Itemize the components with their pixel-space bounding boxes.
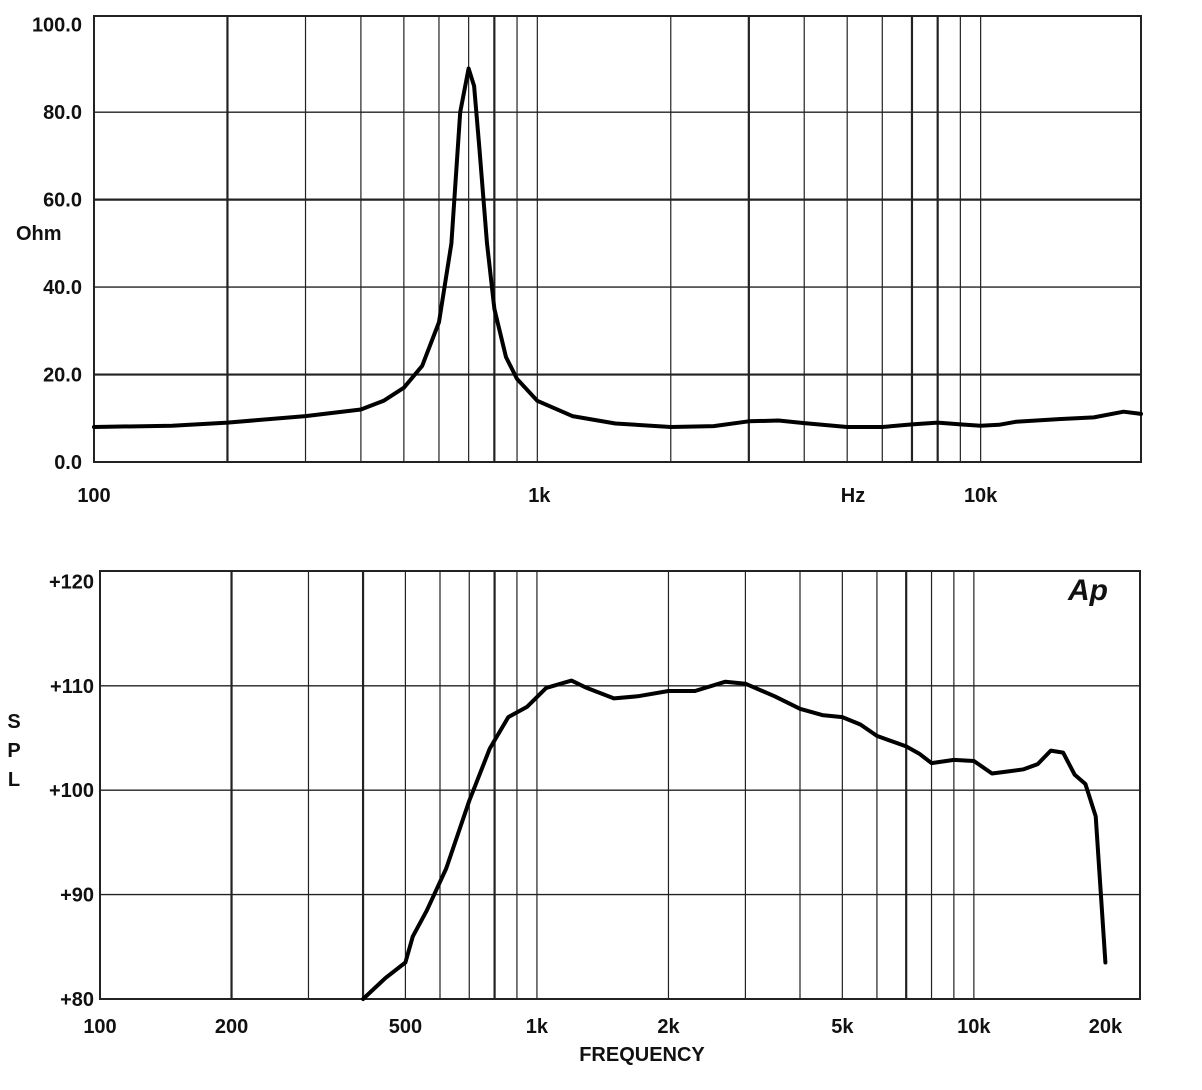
y-tick-label: +80 bbox=[60, 989, 94, 1011]
y-tick-label: +110 bbox=[50, 676, 94, 698]
x-axis-label: FREQUENCY bbox=[579, 1044, 705, 1066]
x-axis-label: Hz bbox=[841, 485, 865, 507]
x-tick-label: 200 bbox=[215, 1016, 248, 1038]
plot-frame bbox=[93, 15, 1142, 463]
y-tick-label: 100.0 bbox=[32, 15, 82, 37]
x-tick-label: 1k bbox=[526, 1016, 549, 1038]
spl-curve bbox=[361, 678, 1108, 1001]
spl-chart: +80 +90 +100 +110 +120 100 200 500 1k 2k 5k 10k 20k S… bbox=[7, 570, 1141, 1066]
y-axis-label: Ohm bbox=[16, 223, 62, 245]
grid bbox=[100, 571, 1140, 999]
y-tick-label: 20.0 bbox=[43, 365, 82, 387]
grid bbox=[94, 16, 1141, 462]
y-tick-label: 80.0 bbox=[43, 102, 82, 124]
x-tick-label: 2k bbox=[657, 1016, 680, 1038]
y-tick-label: +120 bbox=[49, 571, 94, 593]
x-tick-label: 5k bbox=[831, 1016, 854, 1038]
x-tick-label: 100 bbox=[77, 485, 110, 507]
y-tick-label: 60.0 bbox=[43, 190, 82, 212]
x-tick-label: 1k bbox=[528, 485, 551, 507]
y-tick-label: +90 bbox=[60, 885, 94, 907]
x-tick-label: 10k bbox=[957, 1016, 991, 1038]
y-tick-label: 0.0 bbox=[54, 452, 82, 474]
x-tick-label: 500 bbox=[389, 1016, 422, 1038]
plot-frame bbox=[99, 570, 1141, 1000]
y-tick-label: +100 bbox=[49, 780, 94, 802]
ap-logo: Ap bbox=[1067, 574, 1108, 607]
x-tick-label: 10k bbox=[964, 485, 998, 507]
x-tick-label: 100 bbox=[83, 1016, 116, 1038]
y-tick-label: 40.0 bbox=[43, 277, 82, 299]
impedance-chart: 0.0 20.0 40.0 60.0 80.0 100.0 100 1k 10k Ohm Hz bbox=[16, 15, 1143, 507]
x-tick-label: 20k bbox=[1089, 1016, 1123, 1038]
impedance-curve bbox=[92, 66, 1143, 429]
